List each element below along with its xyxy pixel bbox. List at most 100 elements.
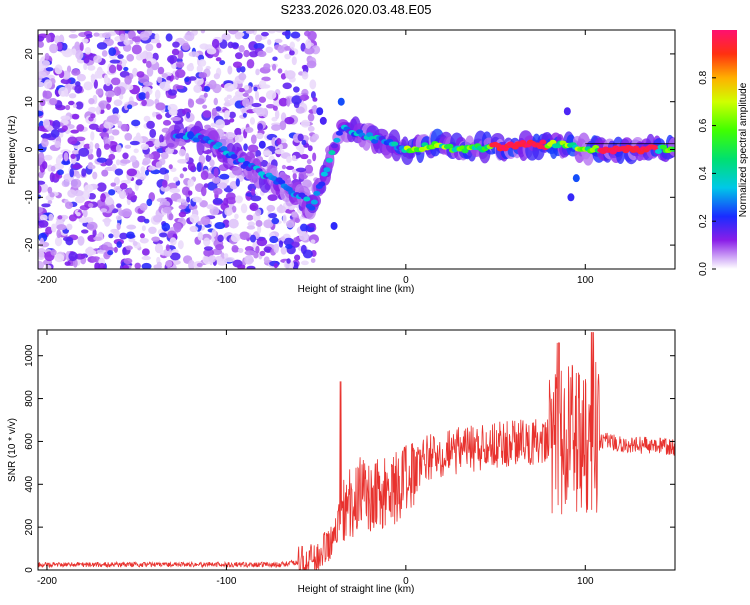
spectrogram-ridge-core (330, 143, 338, 149)
spectrogram-noise-blob (242, 92, 249, 97)
snr-y-ticks: 0 200 400 600 800 1000 (24, 344, 675, 573)
spectrogram-noise-blob (293, 86, 300, 93)
spectrogram-noise-blob (38, 220, 49, 228)
spectrogram-noise-blob (107, 250, 114, 256)
spectrogram-noise-blob (223, 82, 235, 92)
spectrogram-ridge-core (325, 157, 333, 163)
spectrogram-noise-blob (112, 107, 119, 115)
spectrogram-noise-blob (143, 218, 150, 224)
spectrogram-noise-blob (244, 246, 254, 252)
spectrogram-noise-blob (234, 52, 243, 60)
spectrogram-noise-blob (231, 205, 237, 213)
spectrogram-noise-blob (212, 197, 224, 205)
spectrogram-noise-blob (254, 90, 260, 101)
spectrogram-noise-blob (50, 165, 56, 172)
spectrogram-noise-blob (156, 261, 162, 267)
snr-series-line (38, 332, 675, 570)
spectrogram-noise-blob (235, 195, 243, 204)
spectrogram-noise-blob (103, 74, 109, 85)
spectrogram-noise-blob (145, 91, 150, 100)
spectrogram-noise-blob (245, 30, 255, 35)
spectrogram-noise-blob (181, 42, 190, 51)
spectrogram-noise-blob (119, 94, 124, 100)
spectrogram-noise-blob (171, 48, 180, 56)
spectrogram-noise-blob (96, 157, 107, 163)
spectrogram-noise-blob (141, 255, 152, 261)
spectrogram-noise-blob (300, 153, 309, 160)
spectrogram-noise-blob (40, 133, 52, 139)
spectrogram-noise-blob (61, 160, 71, 166)
spectrogram-noise-blob (44, 52, 50, 60)
spectrogram-noise-blob (113, 86, 122, 97)
spectrogram-noise-blob (106, 115, 117, 123)
spectrogram-noise-blob (99, 132, 109, 137)
spectrogram-noise-blob (240, 203, 248, 214)
spectrogram-noise-blob (151, 236, 160, 242)
spectrogram-noise-blob (88, 106, 97, 113)
spectrogram-noise-blob (92, 171, 98, 180)
spectrogram-y-tick-label: -20 (24, 237, 35, 252)
spectrogram-noise-blob (309, 79, 317, 90)
spectrogram-ridge-core (220, 146, 228, 152)
spectrogram-noise-blob (196, 262, 203, 268)
spectrogram-x-label: Height of straight line (km) (298, 284, 415, 295)
spectrogram-noise-blob (167, 89, 178, 96)
spectrogram-noise-blob (54, 64, 63, 75)
spectrogram-noise-blob (81, 229, 89, 234)
spectrogram-noise-blob (277, 45, 285, 54)
spectrogram-noise-blob (140, 166, 146, 175)
spectrogram-noise-blob (135, 132, 141, 142)
spectrogram-noise-blob (115, 144, 122, 153)
spectrogram-noise-blob (184, 31, 195, 42)
spectrogram-noise-blob (126, 168, 138, 177)
spectrogram-noise-blob (246, 58, 255, 69)
spectrogram-noise-blob (129, 155, 137, 163)
spectrogram-noise-blob (70, 178, 82, 189)
spectrogram-noise-blob (88, 123, 99, 130)
spectrogram-noise-blob (83, 184, 94, 193)
spectrogram-noise-blob (219, 60, 226, 66)
spectrogram-noise-blob (53, 163, 65, 170)
spectrogram-noise-blob (304, 46, 315, 55)
spectrogram-noise-blob (88, 98, 95, 105)
spectrogram-noise-blob (251, 102, 262, 108)
spectrogram-noise-blob (244, 127, 254, 133)
spectrogram-noise-blob (267, 194, 278, 202)
spectrogram-noise-blob (44, 264, 52, 269)
spectrogram-noise-blob (123, 39, 130, 46)
spectrogram-noise-blob (263, 246, 273, 253)
spectrogram-noise-blob (119, 33, 126, 42)
spectrogram-noise-blob (154, 138, 161, 148)
spectrogram-noise-blob (289, 50, 295, 56)
spectrogram-noise-blob (59, 131, 64, 138)
spectrogram-noise-blob (121, 62, 127, 68)
spectrogram-ridge-core (391, 141, 399, 147)
spectrogram-noise-blob (100, 208, 108, 213)
spectrogram-noise-blob (103, 82, 113, 92)
spectrogram-noise-blob (286, 258, 291, 264)
spectrogram-noise-blob (49, 172, 55, 183)
spectrogram-noise-blob (226, 196, 237, 205)
spectrogram-noise-blob (165, 260, 173, 268)
spectrogram-noise-blob (246, 225, 256, 230)
spectrogram-noise-blob (70, 129, 79, 134)
spectrogram-blob (330, 221, 338, 230)
spectrogram-noise-blob (105, 196, 114, 206)
spectrogram-noise-blob (92, 228, 97, 238)
spectrogram-noise-blob (267, 39, 272, 46)
spectrogram-noise-blob (71, 164, 83, 169)
spectrogram-noise-blob (121, 208, 133, 218)
spectrogram-noise-blob (76, 173, 81, 179)
spectrogram-noise-blob (277, 68, 283, 74)
spectrogram-noise-blob (83, 81, 93, 91)
spectrogram-noise-blob (113, 176, 120, 186)
spectrogram-noise-blob (206, 47, 217, 55)
spectrogram-noise-blob (101, 169, 109, 177)
spectrogram-noise-blob (312, 152, 317, 162)
spectrogram-noise-blob (198, 72, 208, 79)
spectrogram-noise-blob (38, 110, 44, 117)
spectrogram-noise-blob (177, 158, 188, 164)
spectrogram-noise-blob (280, 246, 287, 255)
spectrogram-noise-blob (178, 148, 186, 157)
spectrogram-noise-blob (38, 125, 47, 132)
